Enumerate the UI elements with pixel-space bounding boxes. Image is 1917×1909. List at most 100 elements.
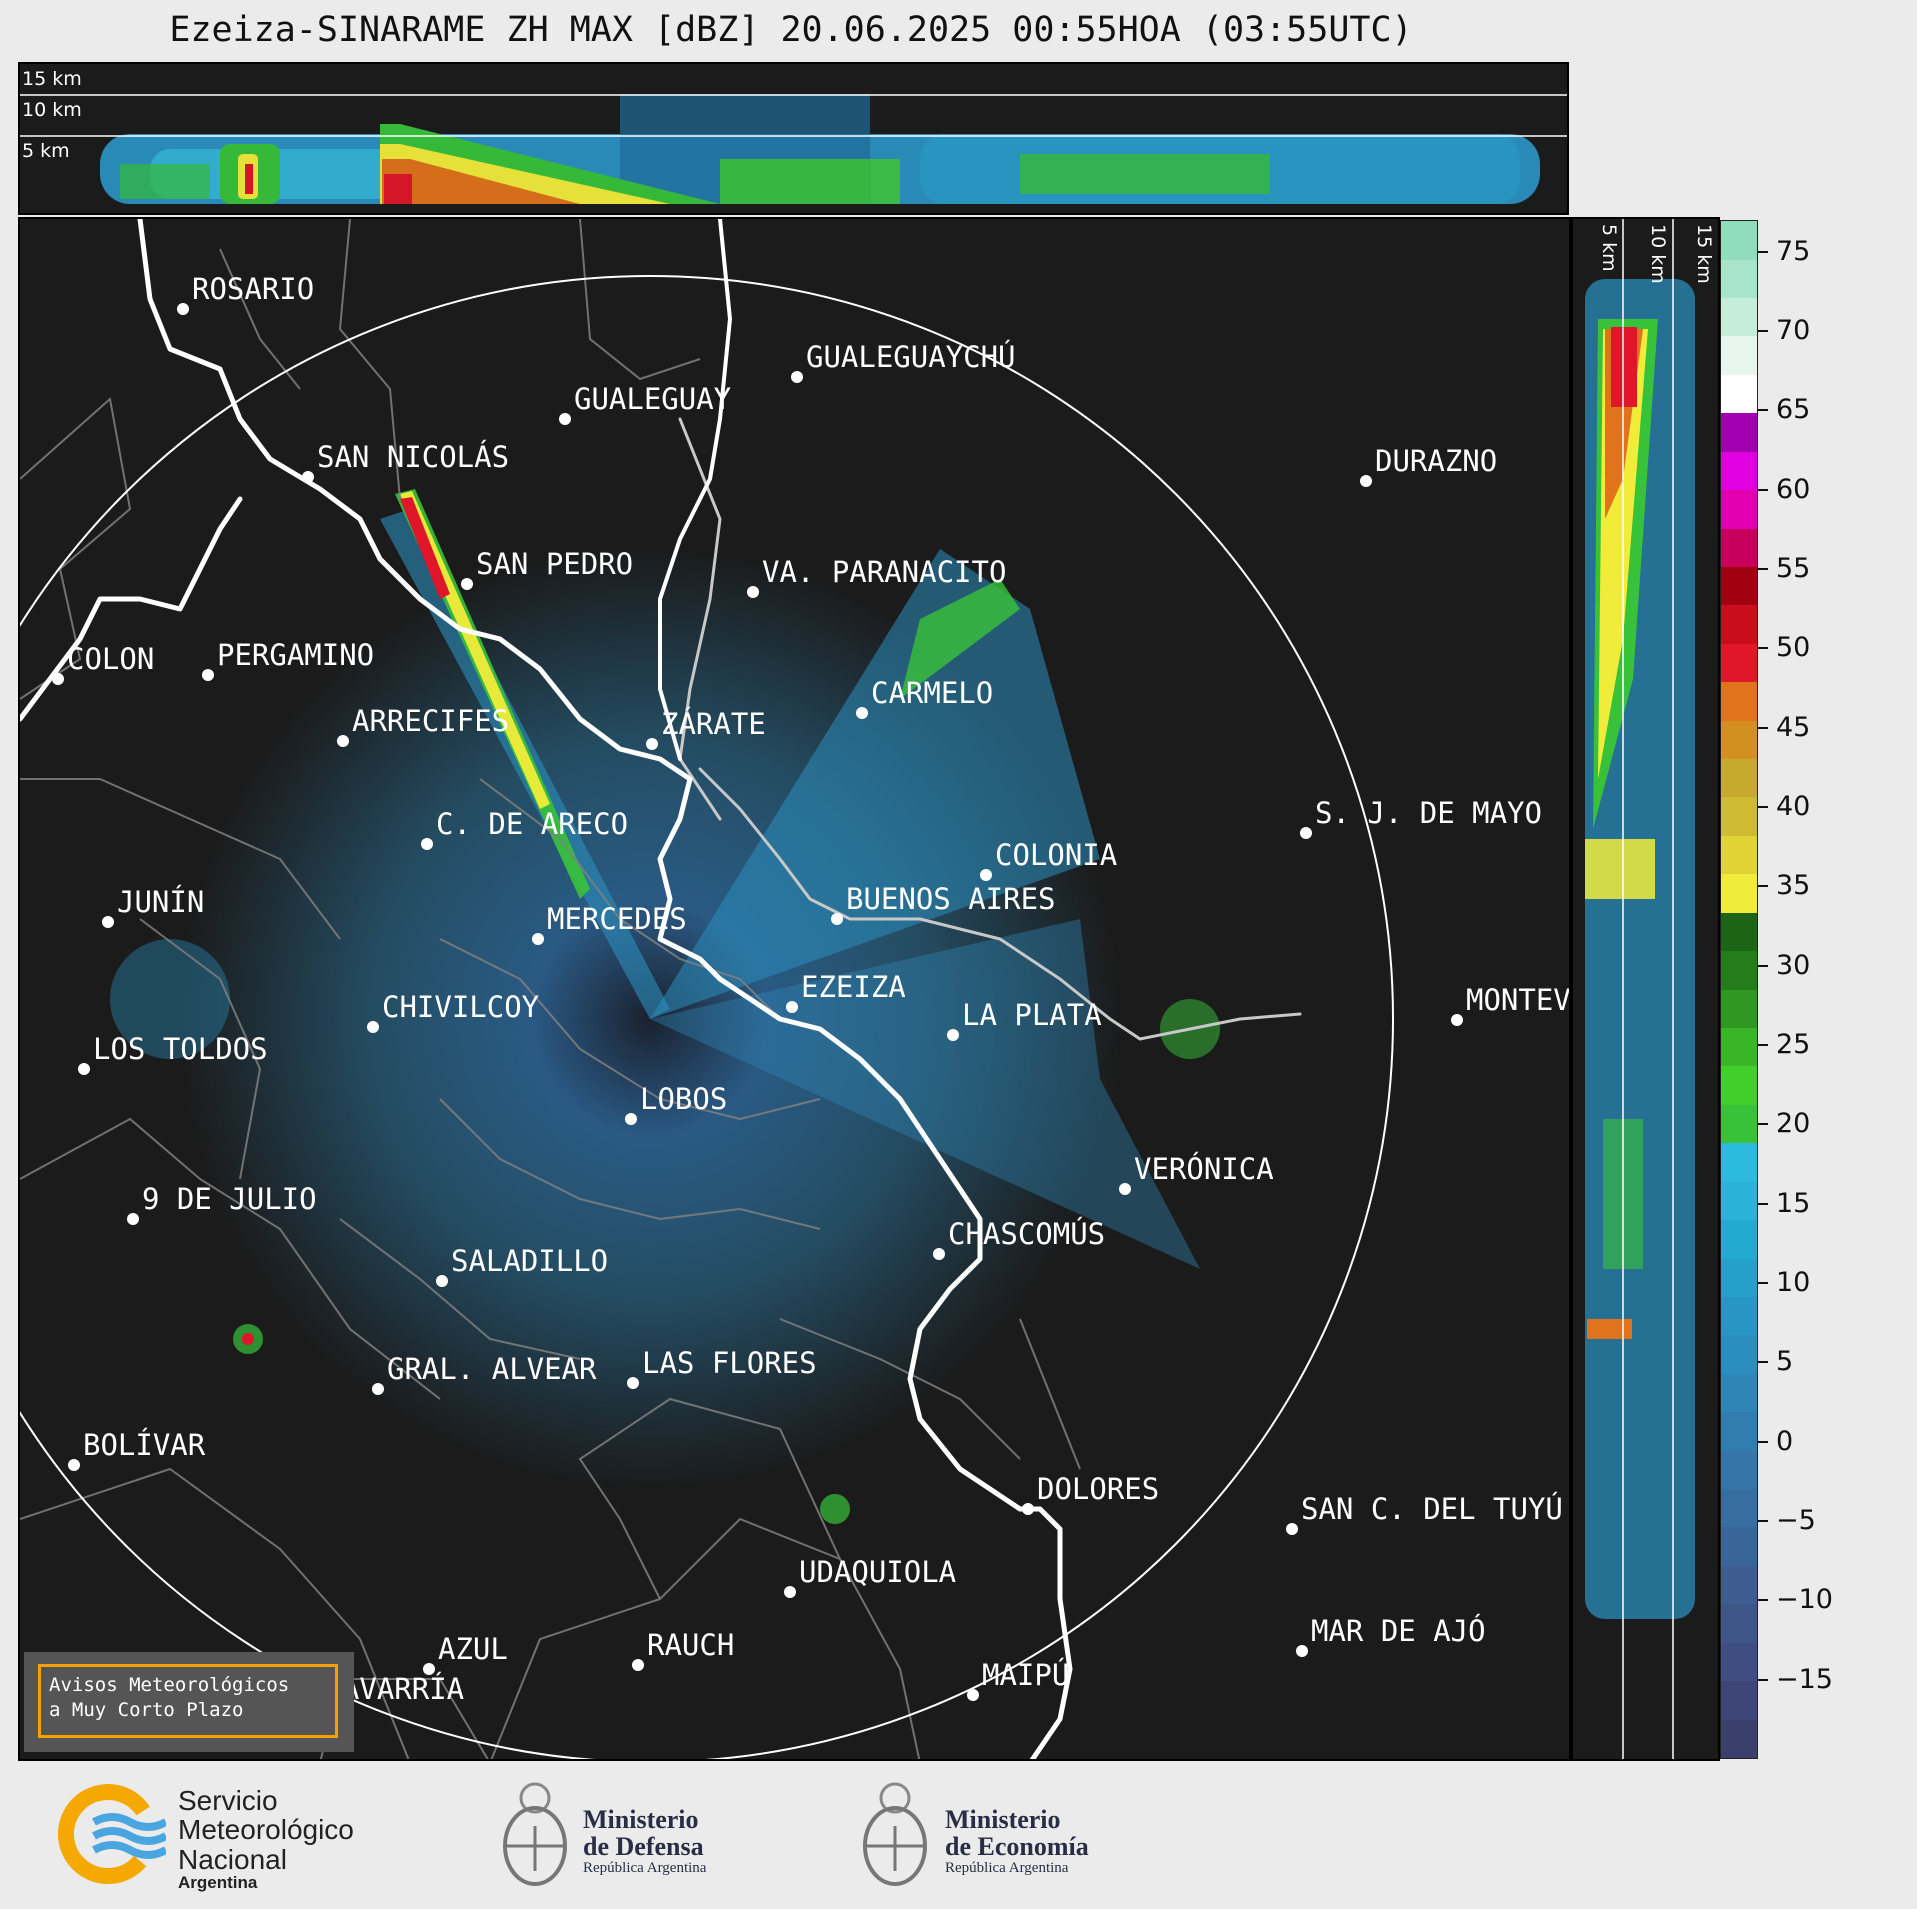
- economia-name: Ministerio de Economía República Argenti…: [945, 1805, 1089, 1876]
- side-height-label-10km: 10 km: [1647, 224, 1669, 284]
- los-toldos-marker: [78, 1063, 90, 1075]
- san-nicolas-marker: [302, 471, 314, 483]
- colorbar-segment: [1721, 1489, 1757, 1528]
- mercedes-label: MERCEDES: [547, 902, 687, 936]
- rauch-label: RAUCH: [647, 1628, 734, 1662]
- colorbar-tick-label: 0: [1776, 1425, 1794, 1457]
- avisos-notice: Avisos Meteorológicos a Muy Corto Plazo: [24, 1652, 354, 1752]
- san-nicolas-label: SAN NICOLÁS: [317, 440, 509, 474]
- la-plata-marker: [947, 1029, 959, 1041]
- side-height-label-5km: 5 km: [1598, 224, 1620, 272]
- colon-label: COLON: [67, 642, 154, 676]
- entre-rios-border: [658, 219, 732, 761]
- gral-alvear-marker: [372, 1383, 384, 1395]
- colorbar-segment: [1721, 1258, 1757, 1297]
- colorbar-tick-label: 10: [1776, 1267, 1811, 1299]
- colorbar-segment: [1721, 874, 1757, 913]
- colorbar-segment: [1721, 259, 1757, 298]
- carmelo-marker: [856, 707, 868, 719]
- mar-de-ajo-label: MAR DE AJÓ: [1311, 1614, 1486, 1648]
- villa-paranacito-marker: [747, 586, 759, 598]
- montevideo-label: MONTEVIDEO: [1466, 983, 1571, 1017]
- colorbar-tick-label: −5: [1776, 1505, 1816, 1536]
- montevideo-marker: [1451, 1014, 1463, 1026]
- junin-label: JUNÍN: [117, 885, 204, 919]
- radar-map: ROSARIO GUALEGUAYCHÚ GUALEGUAY SAN NICOLÁS D…: [20, 219, 1571, 1759]
- zarate-marker: [646, 738, 658, 750]
- colorbar-tick-label: 35: [1776, 870, 1811, 902]
- sj-de-mayo-label: S. J. DE MAYO: [1315, 796, 1542, 830]
- pergamino-label: PERGAMINO: [217, 638, 374, 672]
- uruguay-river: [678, 417, 722, 821]
- colorbar-segment: [1721, 528, 1757, 567]
- colorbar-segment: [1721, 1412, 1757, 1451]
- colorbar-ticks: 75 70 65 60 55 50 45 40 35 30 25 20 15 10 5 0 −5 −10 −15: [1758, 220, 1878, 1759]
- dbz-colorbar: [1720, 220, 1758, 1759]
- colorbar-tick-label: −10: [1776, 1584, 1833, 1616]
- ezeiza-marker: [786, 1001, 798, 1013]
- chascomus-label: CHASCOMÚS: [948, 1217, 1105, 1251]
- arrecifes-label: ARRECIFES: [352, 704, 509, 738]
- colorbar-segment: [1721, 1143, 1757, 1182]
- bolivar-label: BOLÍVAR: [83, 1428, 206, 1462]
- gualeguaychu-marker: [791, 371, 803, 383]
- rosario-marker: [177, 303, 189, 315]
- colorbar-segment: [1721, 605, 1757, 644]
- carmelo-label: CARMELO: [871, 676, 993, 710]
- colorbar-segment: [1721, 989, 1757, 1028]
- buenos-aires-label: BUENOS AIRES: [846, 882, 1056, 916]
- c-de-areco-label: C. DE ARECO: [436, 807, 628, 841]
- avisos-notice-box[interactable]: Avisos Meteorológicos a Muy Corto Plazo: [38, 1664, 338, 1738]
- colon-marker: [52, 673, 64, 685]
- colorbar-tick-label: 5: [1776, 1346, 1794, 1378]
- rio-de-la-plata-coast: [657, 776, 1073, 1759]
- villa-paranacito-label: VA. PARANACITO: [762, 555, 1006, 589]
- colorbar-segment: [1721, 643, 1757, 683]
- top-cross-section-image: [20, 94, 1567, 204]
- colorbar-tick-label: 55: [1776, 553, 1811, 585]
- colorbar-segment: [1721, 1527, 1757, 1566]
- colorbar-segment: [1721, 797, 1757, 836]
- colonia-marker: [980, 869, 992, 881]
- uruguay-coast: [698, 767, 1302, 1041]
- chart-title: Ezeiza-SINARAME ZH MAX [dBZ] 20.06.2025 …: [169, 10, 1413, 50]
- economia-coat-of-arms-icon: [863, 1782, 927, 1886]
- colorbar-segment: [1721, 682, 1757, 721]
- colorbar-segment: [1721, 951, 1757, 990]
- dolores-marker: [1022, 1503, 1034, 1515]
- colorbar-segment: [1721, 1181, 1757, 1221]
- chivilcoy-marker: [367, 1021, 379, 1033]
- maipu-label: MAIPÚ: [982, 1658, 1069, 1692]
- sj-de-mayo-marker: [1300, 827, 1312, 839]
- colorbar-segment: [1721, 336, 1757, 375]
- maipu-marker: [967, 1689, 979, 1701]
- san-pedro-marker: [461, 578, 473, 590]
- colorbar-segment: [1721, 566, 1757, 606]
- colorbar-segment: [1721, 374, 1757, 414]
- colorbar-segment: [1721, 1681, 1757, 1720]
- colorbar-segment: [1721, 759, 1757, 798]
- c-de-areco-marker: [421, 838, 433, 850]
- 9-de-julio-marker: [127, 1213, 139, 1225]
- veronica-marker: [1119, 1183, 1131, 1195]
- colorbar-segment: [1721, 221, 1757, 260]
- colorbar-segment: [1721, 835, 1757, 875]
- rosario-label: ROSARIO: [192, 272, 314, 306]
- veronica-label: VERÓNICA: [1134, 1152, 1274, 1186]
- top-height-label-10km: 10 km: [22, 99, 82, 121]
- colorbar-segment: [1721, 1604, 1757, 1643]
- colorbar-segment: [1721, 1296, 1757, 1336]
- colonia-label: COLONIA: [995, 838, 1117, 872]
- parana-river: [137, 219, 693, 782]
- colorbar-tick-label: 30: [1776, 949, 1811, 981]
- colorbar-segment: [1721, 720, 1757, 760]
- los-toldos-label: LOS TOLDOS: [93, 1032, 268, 1066]
- arrecifes-marker: [337, 735, 349, 747]
- colorbar-segment: [1721, 1642, 1757, 1682]
- colorbar-segment: [1721, 1066, 1757, 1105]
- durazno-marker: [1360, 475, 1372, 487]
- notice-line-2: a Muy Corto Plazo: [49, 1699, 244, 1721]
- bolivar-marker: [68, 1459, 80, 1471]
- gral-alvear-label: GRAL. ALVEAR: [387, 1352, 597, 1386]
- colorbar-segment: [1721, 297, 1757, 337]
